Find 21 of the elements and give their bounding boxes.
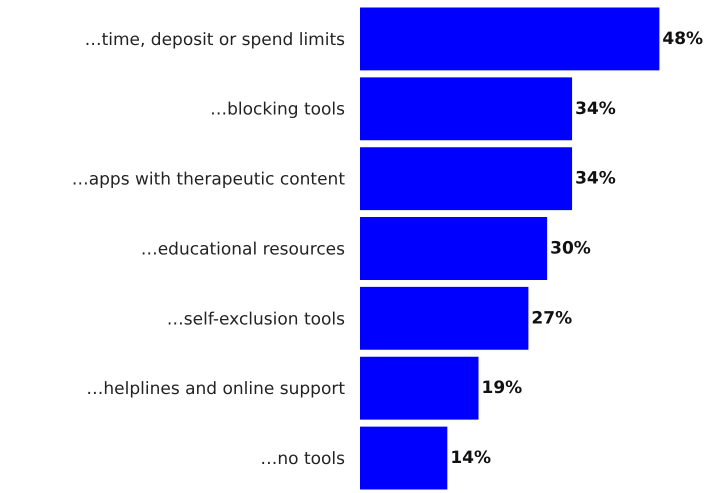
data-label: 19% (482, 378, 522, 398)
y-tick-label: …self-exclusion tools (166, 309, 346, 330)
data-label: 14% (450, 448, 492, 468)
y-tick-label: …apps with therapeutic content (72, 170, 346, 190)
bar (360, 286, 528, 350)
y-tick-label: …educational resources (140, 239, 346, 260)
y-tick-label: …time, deposit or spend limits (84, 30, 346, 50)
y-tick-label: …blocking tools (210, 100, 346, 120)
y-tick-label: …helplines and online support (86, 379, 346, 400)
data-label: 34% (575, 98, 616, 119)
bar (360, 147, 572, 210)
data-label: 30% (550, 238, 591, 258)
bar (360, 7, 660, 70)
data-label: 27% (531, 308, 572, 328)
y-tick-label: …no tools (260, 449, 346, 470)
bar (360, 426, 448, 490)
bar (360, 77, 572, 140)
data-label: 34% (575, 168, 616, 189)
bar (360, 217, 548, 280)
data-label: 48% (662, 28, 704, 49)
bar (360, 356, 479, 420)
